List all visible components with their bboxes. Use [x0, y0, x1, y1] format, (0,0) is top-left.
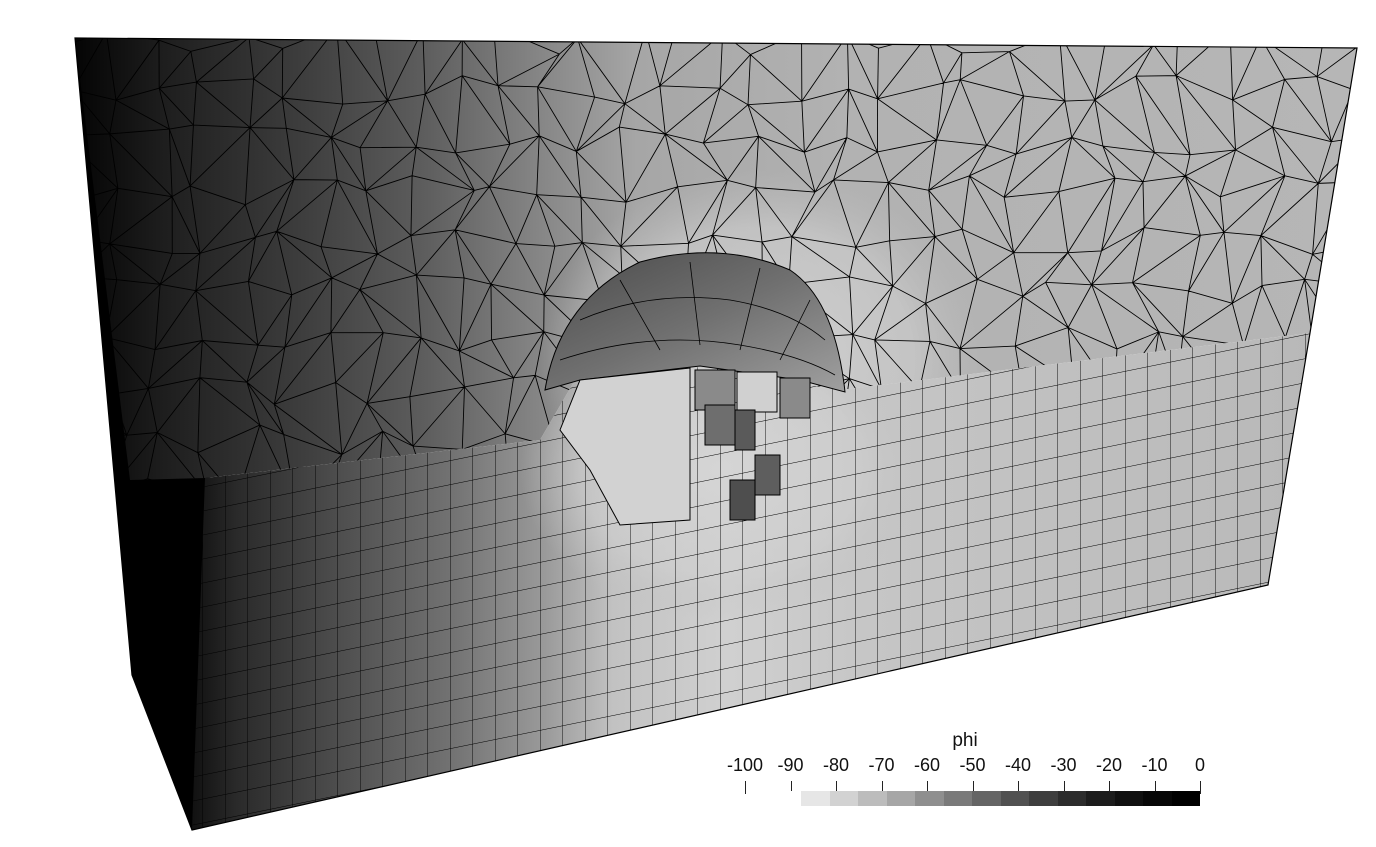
colorbar-tick [1109, 781, 1110, 794]
colorbar-bin [1029, 791, 1059, 806]
block-outline [74, 37, 1358, 831]
colorbar-bin [943, 791, 973, 806]
colorbar-tick [790, 781, 792, 794]
colorbar-bin [773, 791, 802, 806]
colorbar-tick-label: 0 [1194, 755, 1205, 775]
colorbar-bin [829, 791, 859, 806]
colorbar-tick-label: -60 [913, 755, 940, 775]
colorbar-tick-label: -70 [868, 755, 895, 775]
colorbar-bin [972, 791, 1002, 806]
colorbar-tick-label: -10 [1141, 755, 1168, 775]
colorbar-tick-label: -80 [822, 755, 849, 775]
colorbar-bin [1171, 791, 1201, 806]
colorbar-tick [1063, 781, 1065, 794]
colorbar-title: phi [952, 730, 978, 751]
colorbar-bin [915, 791, 945, 806]
colorbar-tick-label: -30 [1050, 755, 1077, 775]
colorbar-tick [1018, 781, 1019, 794]
colorbar-legend: phi -100 -90 -80 -70 -60 -50 -40 -30 -20 -10 0 [700, 725, 1240, 825]
colorbar-tick-label: -40 [1004, 755, 1031, 775]
colorbar-tick-label: -90 [777, 755, 804, 775]
colorbar-tick [881, 781, 883, 794]
colorbar-bin [858, 791, 888, 806]
colorbar-tick [1154, 781, 1156, 794]
colorbar-bin [1143, 791, 1173, 806]
colorbar-bin [801, 791, 831, 806]
colorbar-bin [1114, 791, 1144, 806]
sphere-cutout [544, 252, 846, 393]
colorbar-tick [927, 781, 928, 794]
colorbar-tick [972, 781, 974, 794]
colorbar-tick-label: -20 [1095, 755, 1122, 775]
colorbar-bin [1057, 791, 1087, 806]
colorbar-bin [1086, 791, 1116, 806]
colorbar-bin [1000, 791, 1030, 806]
colorbar-tick-label: -100 [726, 755, 764, 775]
colorbar-bin [886, 791, 916, 806]
colorbar-tick [1200, 781, 1201, 794]
colorbar-tick [836, 781, 837, 794]
voxel-steps [559, 367, 811, 526]
colorbar-tick [745, 781, 746, 794]
colorbar-tick-label: -50 [959, 755, 986, 775]
